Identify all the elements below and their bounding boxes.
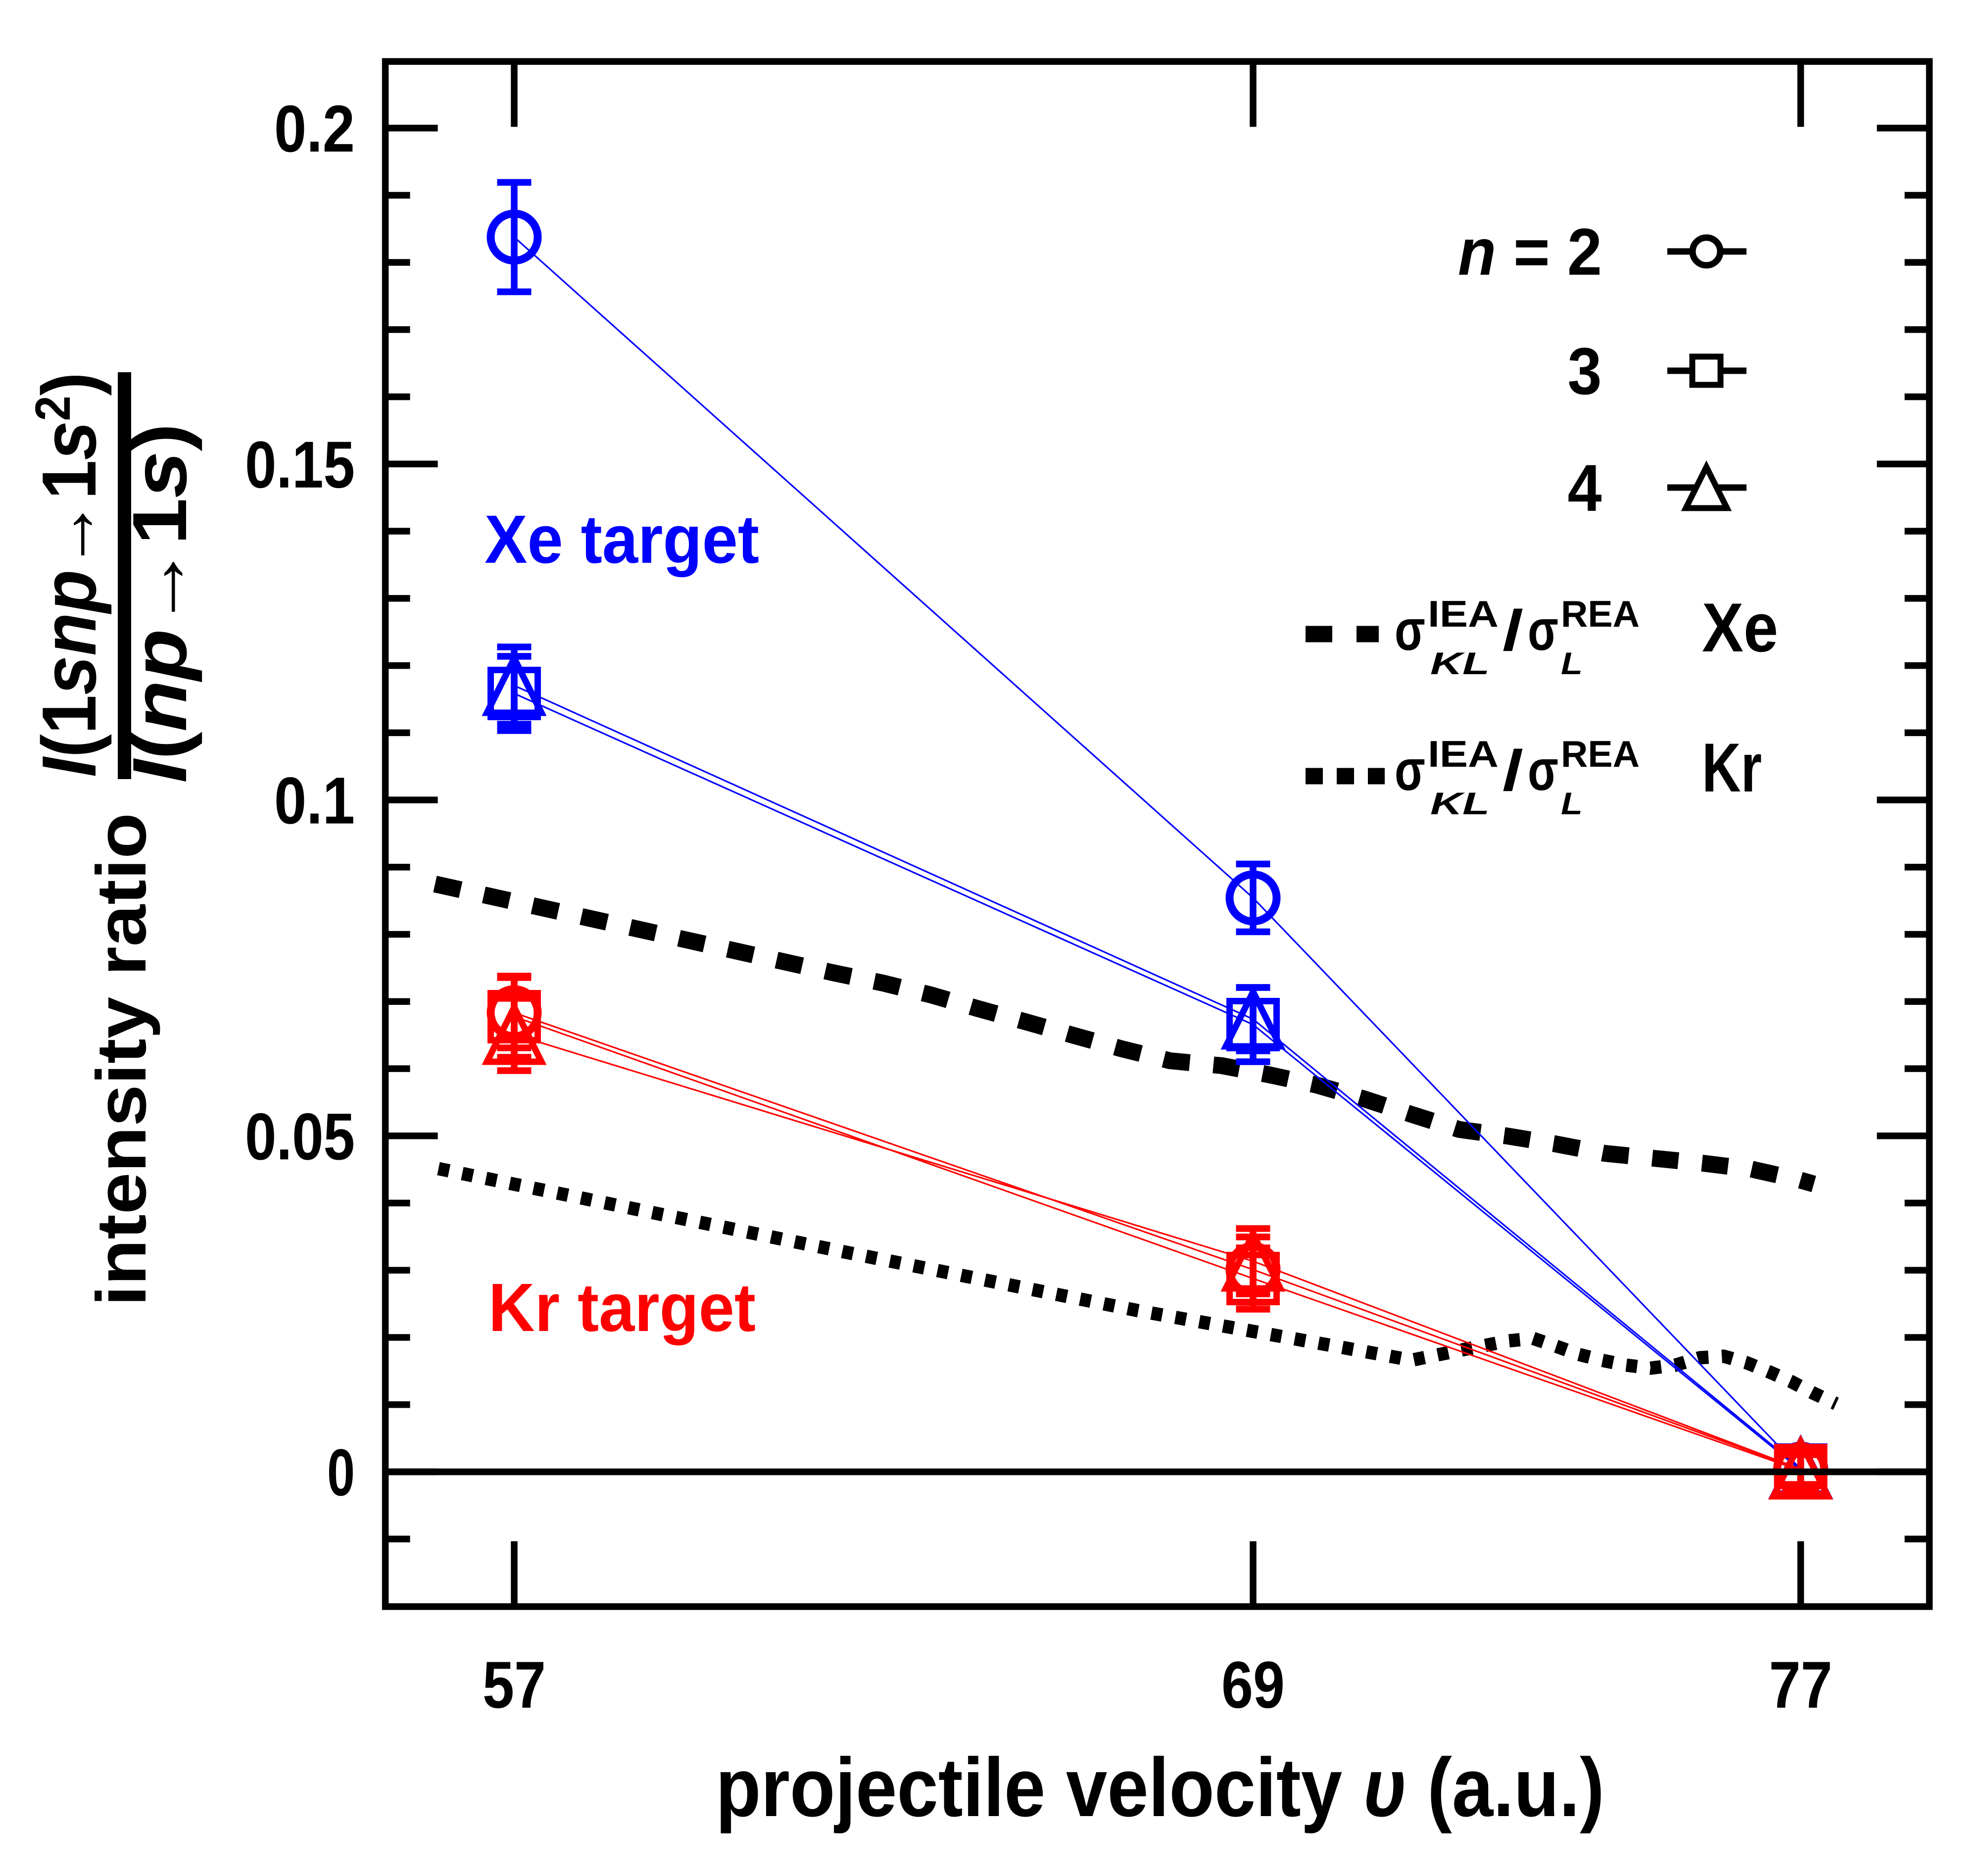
svg-text:4: 4 — [1568, 451, 1602, 525]
svg-text:0.15: 0.15 — [245, 428, 355, 502]
svg-text:0: 0 — [327, 1436, 355, 1510]
svg-text:Xe: Xe — [1702, 589, 1778, 666]
svg-text:σ: σ — [1528, 738, 1558, 802]
svg-text:3: 3 — [1568, 335, 1602, 408]
svg-text:0.05: 0.05 — [245, 1100, 355, 1174]
svg-text:/: / — [1503, 739, 1523, 802]
svg-text:I(1snp→1s2): I(1snp→1s2) — [25, 372, 112, 777]
svg-text:n = 2: n = 2 — [1458, 215, 1602, 289]
svg-text:0.1: 0.1 — [274, 764, 355, 838]
svg-text:REA: REA — [1561, 593, 1640, 635]
svg-text:projectile velocity υ (a.u.): projectile velocity υ (a.u.) — [716, 1741, 1604, 1834]
svg-text:Kr: Kr — [1702, 729, 1762, 806]
svg-text:Kr target: Kr target — [488, 1270, 756, 1346]
svg-text:77: 77 — [1769, 1648, 1833, 1722]
svg-text:Xe target: Xe target — [485, 501, 759, 578]
svg-text:0.2: 0.2 — [274, 92, 355, 166]
svg-text:57: 57 — [483, 1648, 546, 1722]
svg-text:σ: σ — [1528, 597, 1558, 662]
svg-text:L: L — [1561, 787, 1583, 821]
svg-text:IEA: IEA — [1428, 733, 1499, 775]
svg-text:L: L — [1561, 646, 1583, 681]
svg-text:KL: KL — [1430, 646, 1490, 681]
svg-text:69: 69 — [1221, 1648, 1285, 1722]
svg-text:IEA: IEA — [1428, 593, 1499, 635]
svg-text:/: / — [1503, 599, 1523, 662]
svg-text:σ: σ — [1395, 597, 1425, 662]
svg-text:REA: REA — [1561, 733, 1640, 775]
svg-text:KL: KL — [1430, 787, 1490, 821]
svg-text:σ: σ — [1395, 738, 1425, 802]
svg-text:intensity ratio: intensity ratio — [82, 813, 161, 1306]
